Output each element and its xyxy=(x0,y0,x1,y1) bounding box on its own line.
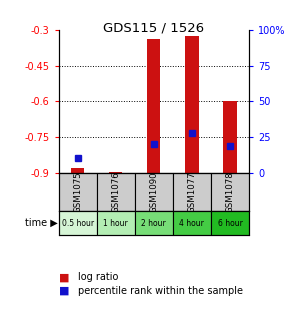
Text: 0.5 hour: 0.5 hour xyxy=(62,219,94,228)
Text: time ▶: time ▶ xyxy=(25,218,58,228)
Bar xyxy=(173,173,211,211)
Text: 1 hour: 1 hour xyxy=(103,219,128,228)
Bar xyxy=(71,168,84,173)
Bar xyxy=(173,211,211,235)
Bar xyxy=(223,101,237,173)
Text: 6 hour: 6 hour xyxy=(218,219,242,228)
Text: 2 hour: 2 hour xyxy=(142,219,166,228)
Text: GSM1077: GSM1077 xyxy=(188,171,196,213)
Bar xyxy=(97,211,135,235)
Bar xyxy=(211,211,249,235)
Text: percentile rank within the sample: percentile rank within the sample xyxy=(78,286,243,296)
Bar xyxy=(109,172,122,173)
Bar xyxy=(211,173,249,211)
Text: ■: ■ xyxy=(59,286,69,296)
Bar xyxy=(135,211,173,235)
Bar xyxy=(59,211,97,235)
Text: GSM1078: GSM1078 xyxy=(226,171,234,213)
Text: GSM1075: GSM1075 xyxy=(73,171,82,213)
Bar xyxy=(59,173,97,211)
Bar xyxy=(185,36,199,173)
Bar xyxy=(147,39,161,173)
Text: GDS115 / 1526: GDS115 / 1526 xyxy=(103,22,205,35)
Text: 4 hour: 4 hour xyxy=(180,219,204,228)
Text: GSM1076: GSM1076 xyxy=(111,171,120,213)
Text: GSM1090: GSM1090 xyxy=(149,171,158,213)
Text: ■: ■ xyxy=(59,272,69,282)
Text: log ratio: log ratio xyxy=(78,272,118,282)
Bar xyxy=(97,173,135,211)
Bar xyxy=(135,173,173,211)
